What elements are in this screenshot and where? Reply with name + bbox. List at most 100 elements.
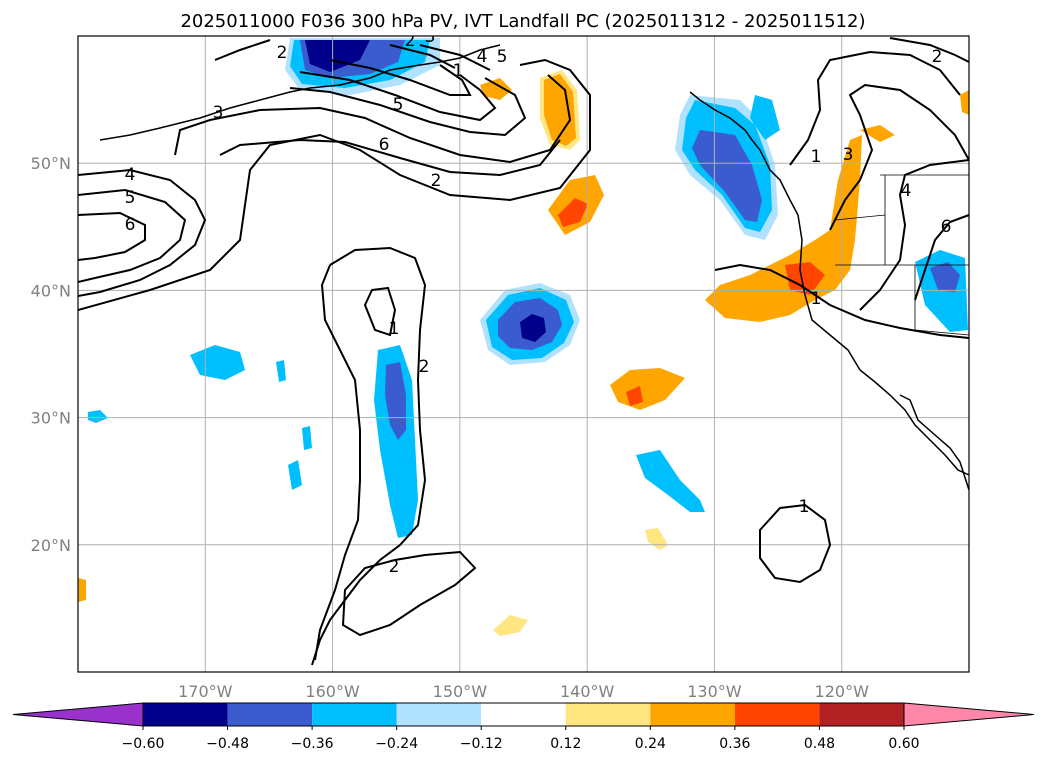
- pv-contour-line: [363, 286, 397, 337]
- negative-anomaly-narrow-band: [374, 345, 418, 538]
- positive-anomaly-far-west: [78, 578, 86, 602]
- colorbar: −0.60 −0.48 −0.36 −0.24 −0.12 0.12 0.24 0.36 0.4…: [12, 702, 1035, 752]
- contour-label: 5: [393, 95, 404, 115]
- colorbar-segment: [227, 703, 313, 726]
- lon-tick-label: 170°W: [178, 682, 233, 701]
- positive-anomaly-mid-pacific-strong: [558, 198, 588, 227]
- negative-anomaly-gulf-alaska-core: [305, 40, 370, 72]
- contour-label: 2: [277, 43, 288, 63]
- lon-tick-label: 150°W: [433, 682, 488, 701]
- lat-tick-label: 20°N: [31, 536, 71, 555]
- contour-label: 4: [477, 47, 488, 67]
- negative-anomaly-patch-a: [276, 360, 286, 382]
- pv-contours: [78, 37, 969, 666]
- pv-contour-line: [914, 214, 969, 301]
- contour-label: 2: [389, 557, 400, 577]
- colorbar-extend-high: [903, 702, 1035, 727]
- colorbar-segment: [312, 703, 397, 726]
- colorbar-tick-label: −0.60: [122, 736, 165, 752]
- pv-contour-line: [859, 159, 969, 311]
- gridlines: [78, 36, 969, 672]
- negative-anomaly-bc-coast-north: [750, 95, 780, 140]
- negative-anomaly-narrow-band-strong: [385, 362, 406, 440]
- colorbar-tick-label: 0.24: [635, 736, 666, 752]
- colorbar-frame: [142, 702, 905, 727]
- lat-tick-label: 30°N: [31, 409, 71, 428]
- pv-contour-line: [78, 188, 187, 283]
- pv-contour-line: [889, 37, 969, 63]
- lon-tick-label: 130°W: [687, 682, 742, 701]
- pv-contour-line: [78, 211, 146, 261]
- contour-label: 1: [453, 61, 464, 81]
- colorbar-segment: [481, 703, 566, 726]
- contour-label: 1: [811, 289, 822, 309]
- colorbar-tick-label: 0.12: [550, 736, 581, 752]
- colorbar-segment: [734, 703, 820, 726]
- contour-label: 6: [125, 215, 136, 235]
- positive-anomaly-small: [480, 78, 512, 100]
- pv-contour-line: [78, 58, 591, 311]
- baja-coastline: [899, 394, 969, 491]
- coastlines: [99, 44, 969, 491]
- colorbar-tick-label: 0.48: [804, 736, 835, 752]
- contour-label: 2: [932, 47, 943, 67]
- pv-contour-line: [714, 263, 969, 339]
- north-america-coastline: [689, 91, 969, 476]
- lon-tick-label: 140°W: [560, 682, 615, 701]
- alaska-coastline: [99, 44, 501, 141]
- contour-label: 4: [901, 181, 912, 201]
- colorbar-tick-label: 0.60: [888, 736, 919, 752]
- lat-tick-label: 40°N: [31, 281, 71, 300]
- negative-anomaly-bc-coast-strong: [692, 130, 762, 222]
- lon-tick-label: 160°W: [305, 682, 360, 701]
- colorbar-extend-low: [12, 702, 144, 727]
- colorbar-segment: [396, 703, 482, 726]
- colorbar-tick-label: −0.24: [375, 736, 418, 752]
- pv-contour-line: [789, 50, 961, 166]
- lat-tick-label: 50°N: [31, 154, 71, 173]
- pv-contour-line: [829, 83, 969, 231]
- chart-title: 2025011000 F036 300 hPa PV, IVT Landfall…: [180, 11, 865, 32]
- contour-label: 1: [811, 147, 822, 167]
- pv-contour-line: [174, 74, 572, 164]
- contour-label: 3: [213, 103, 224, 123]
- negative-anomaly-patch-dateline: [88, 410, 108, 423]
- positive-anomaly-idaho: [860, 125, 895, 142]
- positive-anomaly-edge: [960, 90, 969, 115]
- colorbar-tick-label: −0.36: [291, 736, 334, 752]
- negative-anomaly-patch-c: [288, 460, 302, 490]
- contour-label: 5: [497, 47, 508, 67]
- negative-anomaly-patch-b: [302, 426, 312, 450]
- contour-label: 3: [843, 145, 854, 165]
- contour-label: 3: [425, 27, 436, 47]
- contour-label: 2: [419, 357, 430, 377]
- colorbar-segment: [650, 703, 735, 726]
- negative-anomaly-patch-subtropical: [636, 450, 705, 512]
- negative-anomaly-central-pacific-core: [520, 314, 546, 342]
- colorbar-tick-label: −0.48: [206, 736, 249, 752]
- pv-contour-line: [314, 264, 361, 661]
- state-borders: [834, 175, 969, 336]
- contour-label: 4: [125, 165, 136, 185]
- pv-contour-line: [759, 503, 832, 584]
- contour-label: 2: [431, 171, 442, 191]
- positive-anomaly-gulf-mid: [544, 74, 576, 146]
- positive-anomaly-far-south: [493, 615, 528, 636]
- colorbar-segment: [143, 703, 228, 726]
- pv-contour-line: [311, 246, 427, 666]
- pv-contour-line: [78, 168, 207, 297]
- pv-contour-line: [289, 77, 527, 137]
- colorbar-segment: [819, 703, 904, 726]
- colorbar-segment: [565, 703, 651, 726]
- pv-contour-line: [299, 71, 497, 122]
- positive-anomaly-subtropical-strong: [626, 386, 643, 406]
- positive-anomaly-oregon: [785, 262, 825, 295]
- axis-tick-labels: 170°W 160°W 150°W 140°W 130°W 120°W 50°N 40°N 30…: [31, 154, 869, 701]
- contour-label: 5: [125, 188, 136, 208]
- colorbar-tick-label: 0.36: [719, 736, 750, 752]
- lon-tick-label: 120°W: [815, 682, 870, 701]
- negative-anomaly-patch-east-strong: [930, 262, 960, 292]
